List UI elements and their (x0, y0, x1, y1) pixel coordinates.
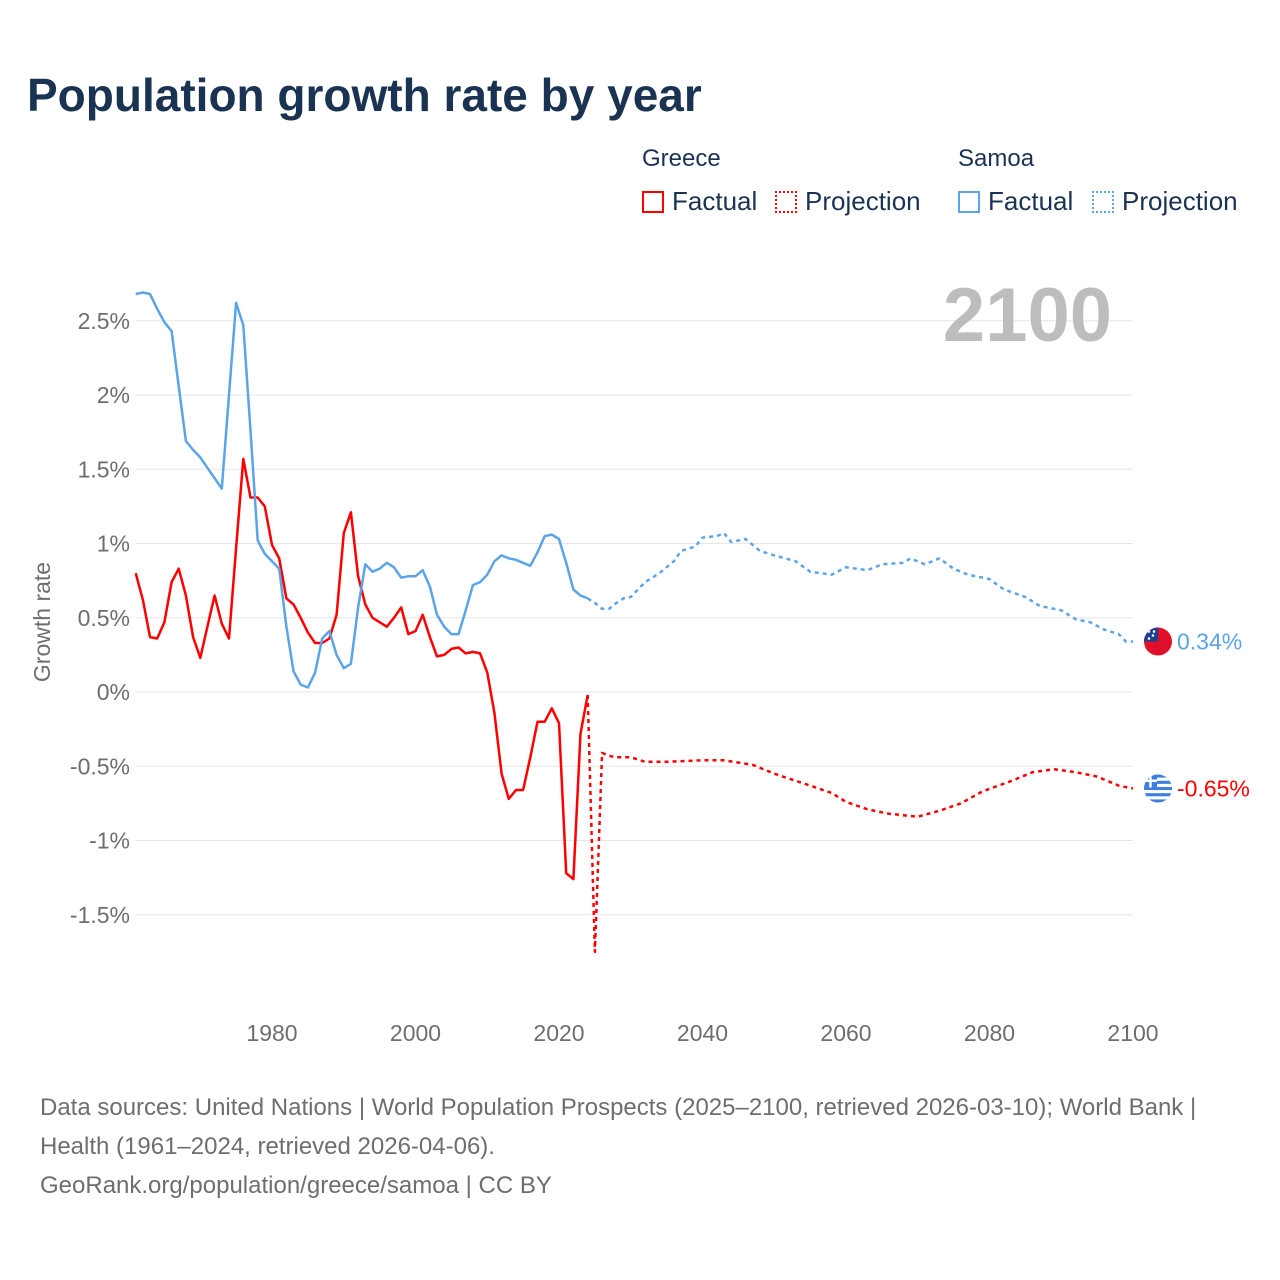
flag-stripe (1144, 796, 1172, 800)
x-tick-label: 2080 (964, 1020, 1015, 1046)
greece-end-label: -0.65% (1177, 776, 1250, 802)
legend-swatch-dotted (775, 190, 797, 213)
series-line-greece-projection (586, 694, 1134, 954)
legend-greece-projection[interactable]: Projection (775, 186, 921, 217)
credit-link[interactable]: GeoRank.org/population/greece/samoa | CC… (40, 1172, 552, 1199)
flag-stripe (1144, 790, 1172, 794)
flag-stripe (1144, 777, 1172, 781)
legend-label: Factual (988, 186, 1074, 216)
flag-body (1144, 774, 1172, 803)
flag-star (1147, 630, 1151, 633)
flag-stripe (1144, 786, 1172, 791)
x-tick-label: 2000 (390, 1020, 441, 1046)
series-line-greece-factual (134, 457, 589, 881)
legend-swatch-dotted (1092, 190, 1114, 213)
flag-stripe (1144, 780, 1172, 785)
x-tick-label: 1980 (246, 1020, 297, 1046)
y-tick-label: 2.5% (78, 308, 130, 334)
y-tick-label: -1% (89, 828, 130, 854)
legend-group-greece: Greece (642, 145, 721, 172)
flag-body (1144, 627, 1172, 656)
flag-cross (1149, 774, 1152, 788)
series-line-samoa-projection (587, 531, 1133, 643)
legend-group-samoa: Samoa (958, 145, 1035, 172)
footer: Data sources: United Nations | World Pop… (40, 1088, 1240, 1205)
y-axis-label: Growth rate (29, 562, 55, 682)
data-sources: Data sources: United Nations | World Pop… (40, 1094, 1197, 1160)
samoa-flag-icon (1144, 627, 1172, 656)
legend-samoa-projection[interactable]: Projection (1092, 186, 1238, 217)
flag-star (1152, 630, 1156, 633)
y-tick-label: 2% (97, 382, 130, 408)
y-tick-label: 0% (97, 679, 130, 705)
series-line-samoa-factual (135, 291, 589, 689)
chart-title: Population growth rate by year (27, 69, 702, 121)
flag-stripe (1144, 799, 1172, 803)
x-tick-label: 2060 (820, 1020, 871, 1046)
current-year-label: 2100 (942, 273, 1112, 358)
y-tick-label: 0.5% (78, 605, 130, 631)
x-tick-label: 2100 (1107, 1020, 1158, 1046)
samoa-end-label: 0.34% (1177, 629, 1242, 655)
flag-canton (1144, 627, 1158, 642)
y-tick-label: -0.5% (70, 753, 130, 779)
flag-stripe (1144, 793, 1172, 797)
y-tick-label: 1% (97, 531, 130, 557)
flag-stripe (1144, 774, 1172, 778)
greece-flag-icon (1144, 774, 1172, 803)
y-tick-label: 1.5% (78, 456, 130, 482)
flag-star (1147, 637, 1151, 640)
legend-swatch-solid (642, 190, 664, 213)
x-tick-label: 2020 (533, 1020, 584, 1046)
y-tick-label: -1.5% (70, 902, 130, 928)
flag-star (1151, 634, 1155, 637)
legend-greece-factual[interactable]: Factual (642, 186, 757, 217)
x-tick-label: 2040 (677, 1020, 728, 1046)
legend-label: Projection (1122, 186, 1238, 216)
legend-swatch-solid (958, 190, 980, 213)
flag-stripe (1144, 783, 1172, 788)
legend-label: Projection (805, 186, 921, 216)
legend-samoa-factual[interactable]: Factual (958, 186, 1073, 217)
legend-label: Factual (672, 186, 758, 216)
